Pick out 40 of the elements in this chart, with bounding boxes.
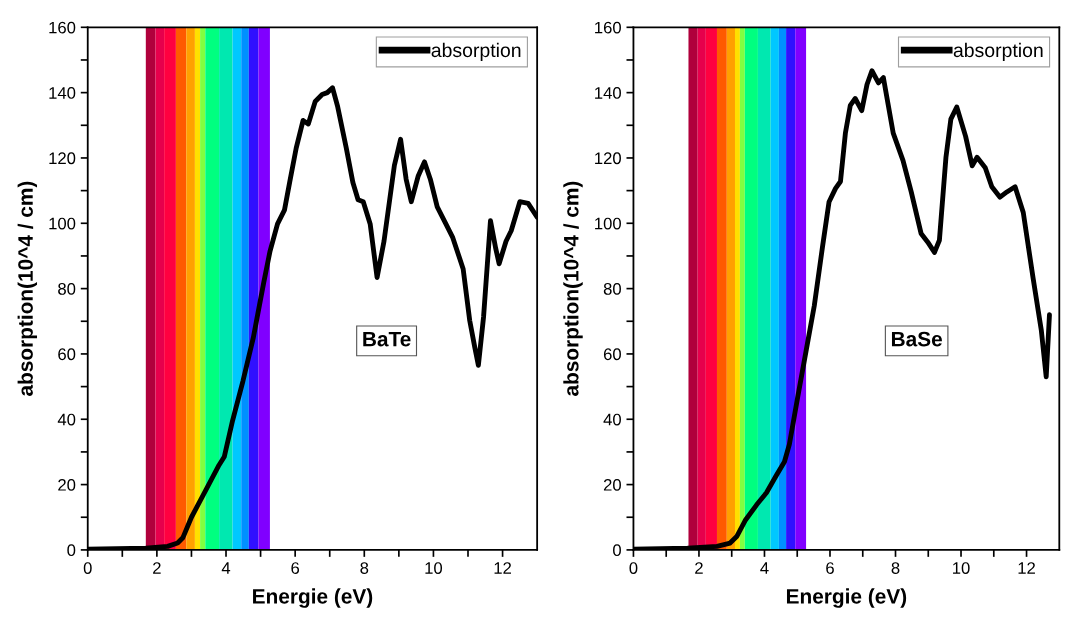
y-tick-label: 0 [67,544,76,557]
x-tick-label: 10 [953,562,970,574]
y-tick-label: 20 [58,478,76,491]
annotation: BaSe [891,331,942,347]
x-tick-label: 0 [83,562,92,574]
y-tick-label: 120 [595,152,621,165]
y-tick-label: 20 [603,478,621,491]
y-tick-label: 40 [57,413,76,426]
y-tick-label: 60 [58,348,76,361]
legend-label: absorption [431,42,521,61]
y-tick-label: 100 [49,217,76,230]
x-tick-label: 0 [629,562,638,574]
x-tick-label: 6 [291,562,300,574]
x-axis-title: Energie (eV) [786,588,907,608]
y-tick-label: 80 [603,283,621,295]
y-axis-title: absorption(10^4 / cm) [17,181,38,396]
y-tick-label: 60 [603,348,621,361]
y-tick-label: 80 [58,283,76,295]
x-tick-label: 6 [826,562,834,574]
annotation: BaTe [363,331,411,347]
x-axis-title: Energie (eV) [253,588,373,608]
x-tick-label: 12 [1018,562,1035,574]
x-tick-label: 8 [891,562,900,574]
y-tick-label: 160 [49,21,76,34]
x-tick-label: 4 [221,562,231,574]
y-tick-label: 140 [595,87,621,99]
x-tick-label: 12 [494,562,511,574]
x-tick-label: 2 [153,562,161,574]
x-tick-label: 2 [695,562,703,574]
legend-label: absorption [953,42,1043,61]
y-tick-label: 160 [595,21,621,34]
x-tick-label: 10 [425,562,443,574]
y-tick-label: 40 [603,413,621,426]
y-tick-label: 100 [595,217,621,230]
y-tick-label: 140 [49,87,76,99]
y-axis-title: absorption(10^4 / cm) [563,181,583,396]
x-tick-label: 8 [360,562,369,574]
y-tick-label: 0 [613,544,621,557]
x-tick-label: 4 [760,562,769,574]
y-tick-label: 120 [49,152,76,165]
